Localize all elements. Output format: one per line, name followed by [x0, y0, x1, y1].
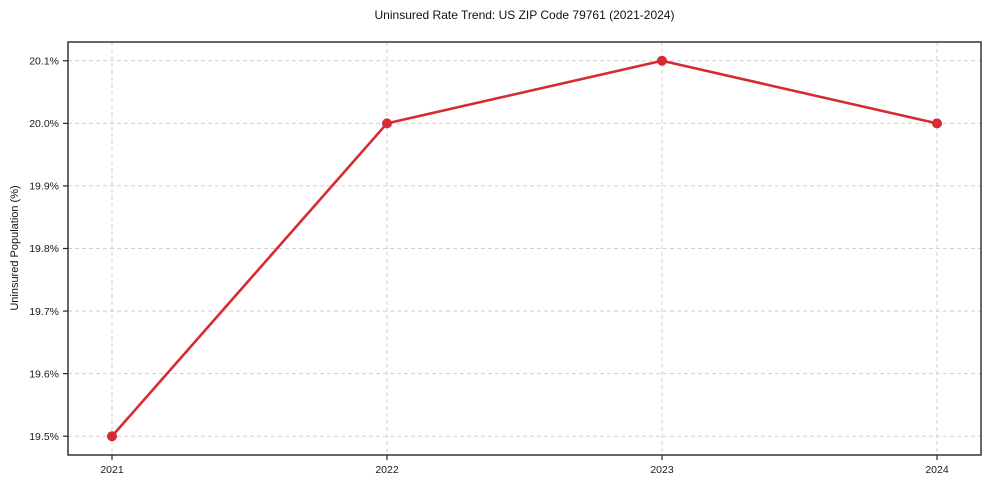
chart-title: Uninsured Rate Trend: US ZIP Code 79761 … [374, 8, 675, 22]
y-tick-label: 19.6% [29, 368, 59, 380]
x-tick-label: 2024 [925, 464, 949, 476]
y-tick-label: 19.8% [29, 243, 59, 255]
data-point-2021 [107, 431, 117, 442]
y-tick-label: 20.0% [29, 118, 59, 130]
x-tick-label: 2021 [100, 464, 124, 476]
x-tick-label: 2022 [375, 464, 399, 476]
data-point-2022 [382, 118, 392, 129]
y-tick-label: 19.9% [29, 181, 59, 193]
y-tick-label: 19.5% [29, 431, 59, 443]
data-point-2024 [932, 118, 942, 129]
y-tick-label: 20.1% [29, 55, 59, 67]
trend-line [110, 59, 939, 438]
y-tick-label: 19.7% [29, 306, 59, 318]
data-point-2023 [657, 55, 667, 66]
x-tick-label: 2023 [650, 464, 674, 476]
